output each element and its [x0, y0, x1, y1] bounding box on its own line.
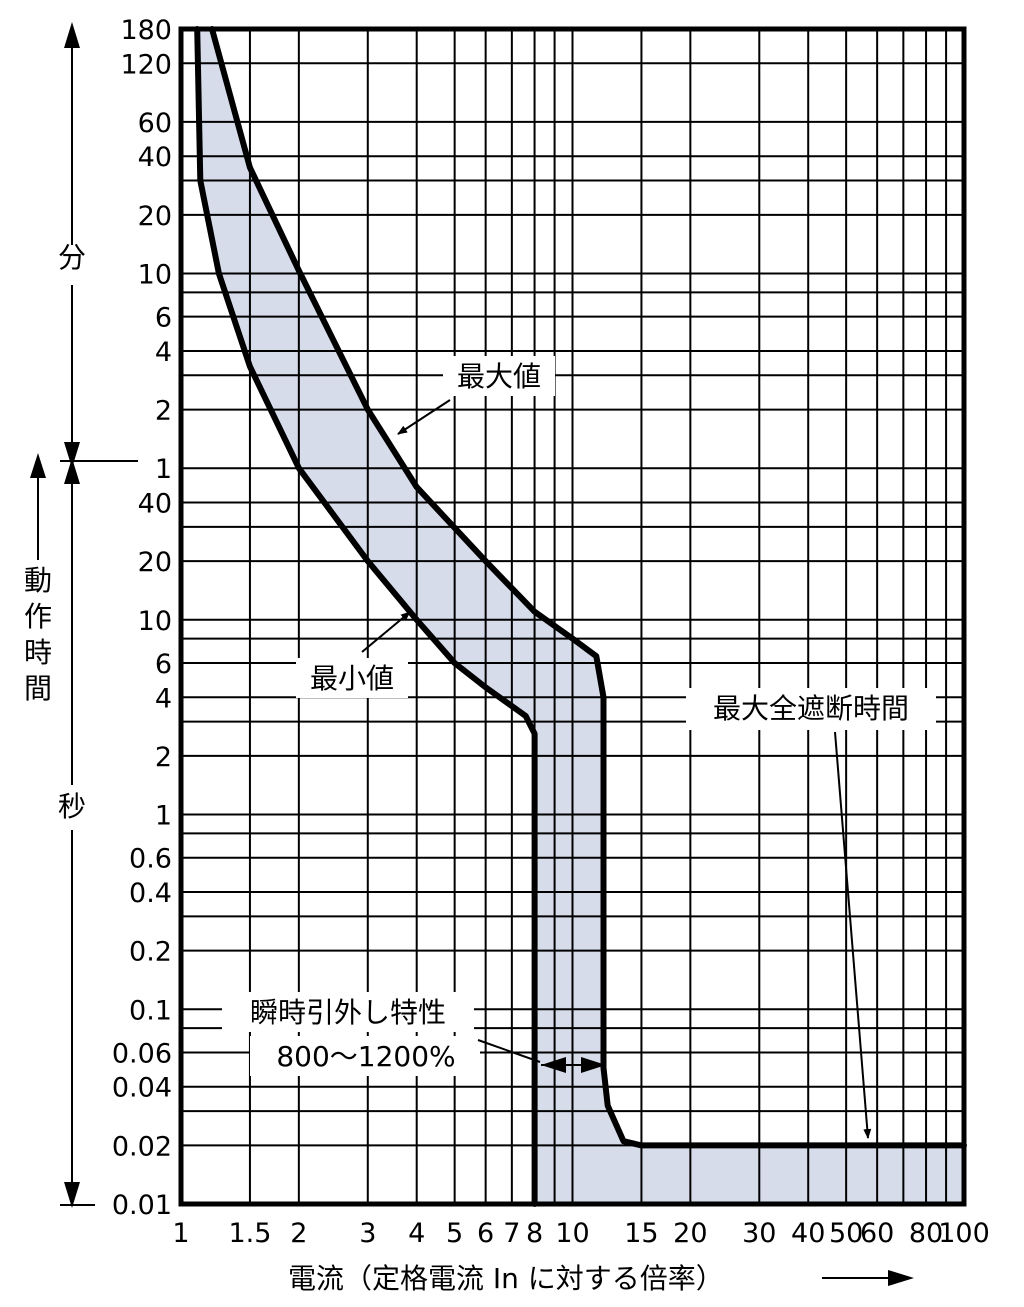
- y-tick-label-min: 60: [138, 108, 172, 139]
- y-tick-label-sec: 0.04: [112, 1073, 172, 1104]
- x-tick-label: 60: [860, 1218, 894, 1249]
- instantaneous-trip-leader: [477, 1039, 541, 1063]
- y-tick-label-sec: 2: [155, 742, 172, 773]
- seconds-label: 秒: [58, 790, 86, 823]
- x-tick-label: 15: [624, 1218, 658, 1249]
- y-tick-label-sec: 0.1: [129, 995, 172, 1026]
- y-tick-label-sec: 10: [138, 606, 172, 637]
- y-tick-label-min: 40: [138, 142, 172, 173]
- x-tick-label: 50: [829, 1218, 863, 1249]
- x-tick-label: 1.5: [228, 1218, 271, 1249]
- x-tick-label: 8: [526, 1218, 543, 1249]
- op-char-3: 時: [24, 636, 52, 669]
- x-tick-label: 20: [673, 1218, 707, 1249]
- op-char-1: 動: [24, 564, 52, 597]
- max-value-arrow: [397, 399, 451, 435]
- min-value-label: 最小値: [310, 662, 394, 695]
- minutes-label: 分: [58, 241, 86, 274]
- y-tick-label-min: 180: [120, 15, 172, 46]
- max-curve: [209, 26, 967, 1149]
- y-tick-label-min: 1: [155, 454, 172, 485]
- span-arrow-left: [541, 1057, 566, 1073]
- span-arrow-right: [581, 1057, 606, 1073]
- max-value-label: 最大値: [457, 360, 541, 393]
- operating-time-label: 動 作 時 間: [24, 564, 52, 705]
- x-axis-title: 電流（定格電流 In に対する倍率）: [288, 1262, 724, 1295]
- instantaneous-trip-range: 800〜1200%: [276, 1040, 455, 1073]
- y-tick-label-min: 20: [138, 201, 172, 232]
- x-tick-label: 10: [555, 1218, 589, 1249]
- instantaneous-trip-label: 瞬時引外し特性: [250, 996, 446, 1029]
- y-tick-label-min: 10: [138, 259, 172, 290]
- y-tick-label-sec: 0.2: [129, 937, 172, 968]
- x-tick-label: 2: [290, 1218, 307, 1249]
- trip-band-area: [197, 29, 964, 1204]
- y-tick-label-min: 2: [155, 396, 172, 427]
- x-tick-label: 7: [503, 1218, 520, 1249]
- max-total-break-arrow: [834, 731, 872, 1139]
- min-value-arrow: [361, 611, 411, 653]
- min-curve: [194, 26, 538, 1207]
- plot-frame: [178, 26, 967, 1207]
- y-tick-label-sec: 20: [138, 547, 172, 578]
- y-tick-label-sec: 4: [155, 683, 172, 714]
- x-axis-arrow-head: [888, 1270, 914, 1286]
- x-tick-label: 1: [172, 1218, 189, 1249]
- op-char-2: 作: [24, 600, 52, 633]
- y-tick-label-min: 6: [155, 303, 172, 334]
- y-tick-label-sec: 0.6: [129, 844, 172, 875]
- x-tick-label: 5: [446, 1218, 463, 1249]
- max-total-break-time-label: 最大全遮断時間: [713, 692, 909, 725]
- x-tick-label: 3: [359, 1218, 376, 1249]
- y-axis-side-labels: 分 動 作 時 間 秒: [24, 22, 138, 1208]
- x-tick-label: 40: [791, 1218, 825, 1249]
- x-tick-label: 100: [938, 1218, 990, 1249]
- y-tick-label-sec: 0.4: [129, 878, 172, 909]
- y-tick-label-sec: 0.01: [112, 1190, 172, 1221]
- y-tick-label-sec: 6: [155, 649, 172, 680]
- op-char-4: 間: [24, 672, 52, 705]
- y-tick-label-min: 4: [155, 337, 172, 368]
- y-tick-label-min: 120: [120, 49, 172, 80]
- x-tick-label: 6: [477, 1218, 494, 1249]
- x-tick-label: 80: [909, 1218, 943, 1249]
- y-tick-label-sec: 40: [138, 489, 172, 520]
- x-tick-label: 30: [742, 1218, 776, 1249]
- y-tick-label-sec: 0.02: [112, 1131, 172, 1162]
- y-tick-label-sec: 1: [155, 801, 172, 832]
- y-tick-label-sec: 0.06: [112, 1038, 172, 1069]
- x-tick-label: 4: [408, 1218, 425, 1249]
